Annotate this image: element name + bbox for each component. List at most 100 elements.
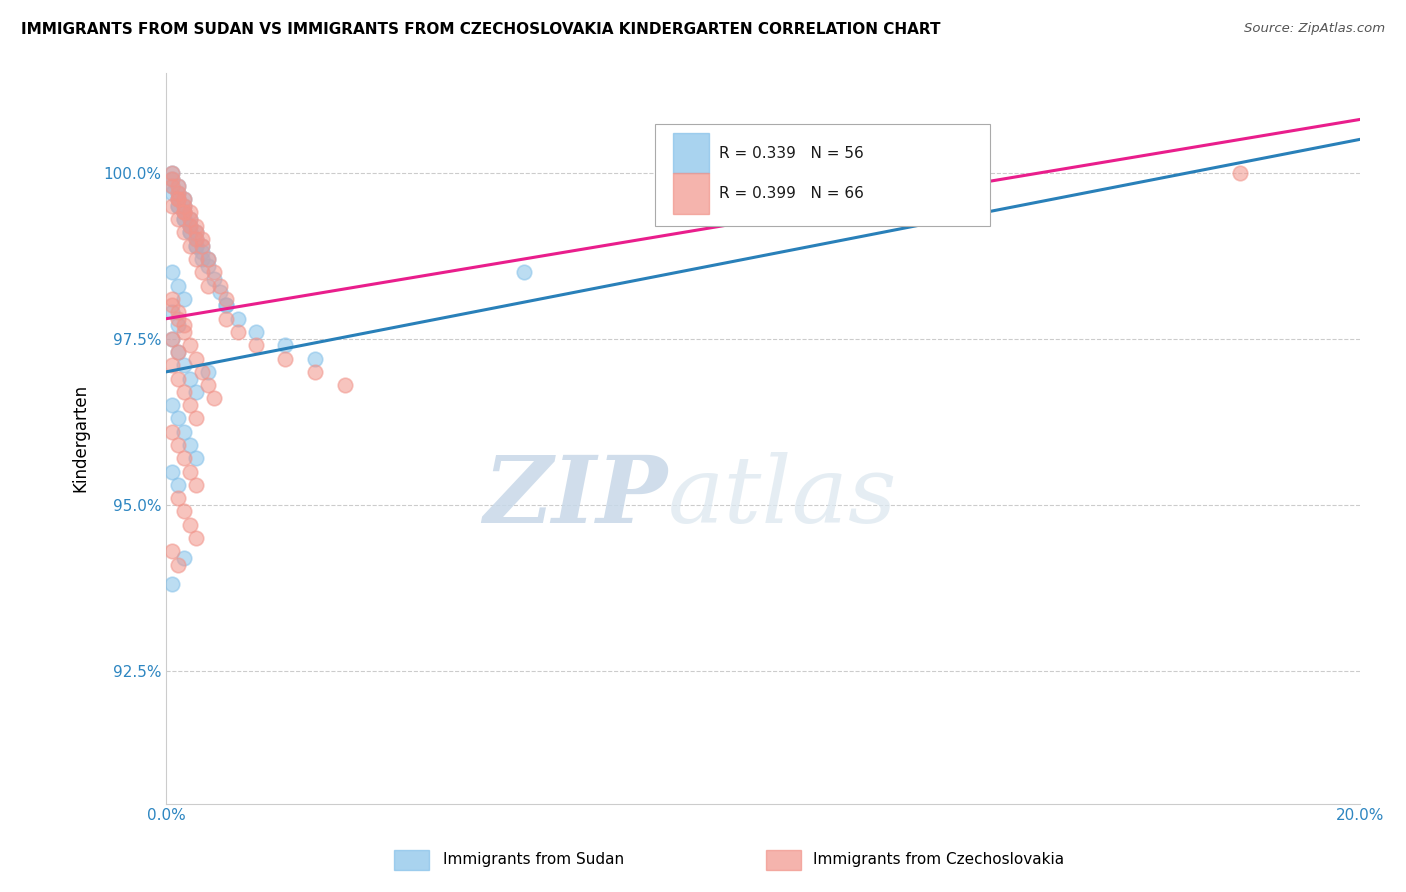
Point: [167, 311, 190, 326]
Point: [167, 186, 190, 200]
Point: [197, 252, 219, 266]
Point: [226, 325, 249, 339]
Point: [167, 411, 190, 425]
Point: [202, 392, 225, 406]
Text: IMMIGRANTS FROM SUDAN VS IMMIGRANTS FROM CZECHOSLOVAKIA KINDERGARTEN CORRELATION: IMMIGRANTS FROM SUDAN VS IMMIGRANTS FROM…: [21, 22, 941, 37]
Point: [179, 438, 201, 452]
Point: [167, 491, 190, 505]
Point: [215, 292, 238, 306]
Point: [245, 338, 267, 352]
Point: [197, 252, 219, 266]
Point: [333, 378, 356, 392]
Point: [184, 219, 207, 233]
Point: [179, 338, 201, 352]
Point: [184, 226, 207, 240]
Point: [173, 550, 195, 565]
Point: [184, 351, 207, 366]
Point: [184, 238, 207, 252]
Point: [160, 358, 183, 372]
Point: [160, 577, 183, 591]
Point: [173, 226, 195, 240]
Point: [160, 172, 183, 186]
Point: [167, 186, 190, 200]
Point: [173, 205, 195, 219]
Point: [202, 265, 225, 279]
Point: [274, 338, 297, 352]
Point: [184, 451, 207, 466]
Point: [179, 212, 201, 227]
Point: [274, 351, 297, 366]
Point: [167, 371, 190, 385]
Point: [191, 252, 214, 266]
Point: [167, 278, 190, 293]
Point: [179, 219, 201, 233]
Text: atlas: atlas: [668, 451, 897, 541]
Point: [173, 318, 195, 333]
Point: [173, 425, 195, 439]
Point: [167, 318, 190, 333]
Point: [167, 192, 190, 206]
Point: [173, 192, 195, 206]
Point: [167, 192, 190, 206]
Point: [191, 265, 214, 279]
Point: [160, 305, 183, 319]
Point: [160, 425, 183, 439]
Point: [304, 365, 326, 379]
FancyBboxPatch shape: [655, 124, 990, 227]
Point: [184, 477, 207, 491]
Point: [202, 272, 225, 286]
Point: [179, 238, 201, 252]
Point: [304, 351, 326, 366]
Point: [160, 292, 183, 306]
Point: [179, 465, 201, 479]
Point: [179, 371, 201, 385]
FancyBboxPatch shape: [673, 133, 709, 173]
Point: [173, 205, 195, 219]
Point: [173, 199, 195, 213]
Point: [167, 192, 190, 206]
Point: [167, 345, 190, 359]
Point: [179, 517, 201, 532]
Point: [184, 238, 207, 252]
Point: [173, 212, 195, 227]
Point: [179, 226, 201, 240]
Point: [160, 398, 183, 412]
Point: [184, 411, 207, 425]
Point: [179, 398, 201, 412]
Point: [513, 265, 536, 279]
Y-axis label: Kindergarten: Kindergarten: [72, 384, 89, 492]
Point: [160, 199, 183, 213]
Point: [179, 219, 201, 233]
Point: [167, 438, 190, 452]
Point: [167, 305, 190, 319]
Point: [245, 325, 267, 339]
Point: [215, 298, 238, 312]
Point: [173, 205, 195, 219]
Point: [215, 298, 238, 312]
Point: [160, 166, 183, 180]
Text: Immigrants from Czechoslovakia: Immigrants from Czechoslovakia: [813, 853, 1064, 867]
Text: ZIP: ZIP: [484, 451, 668, 541]
Point: [160, 166, 183, 180]
Point: [160, 178, 183, 193]
Point: [167, 178, 190, 193]
Text: R = 0.399   N = 66: R = 0.399 N = 66: [718, 186, 863, 201]
Point: [167, 199, 190, 213]
Point: [179, 212, 201, 227]
Point: [167, 199, 190, 213]
Point: [184, 531, 207, 545]
Point: [197, 278, 219, 293]
Point: [215, 311, 238, 326]
Point: [191, 232, 214, 246]
Point: [184, 384, 207, 399]
Text: Immigrants from Sudan: Immigrants from Sudan: [443, 853, 624, 867]
Point: [173, 384, 195, 399]
Point: [167, 477, 190, 491]
Point: [208, 278, 231, 293]
Point: [226, 311, 249, 326]
Point: [160, 544, 183, 558]
Point: [197, 365, 219, 379]
Point: [1229, 166, 1251, 180]
Point: [191, 238, 214, 252]
Point: [184, 232, 207, 246]
